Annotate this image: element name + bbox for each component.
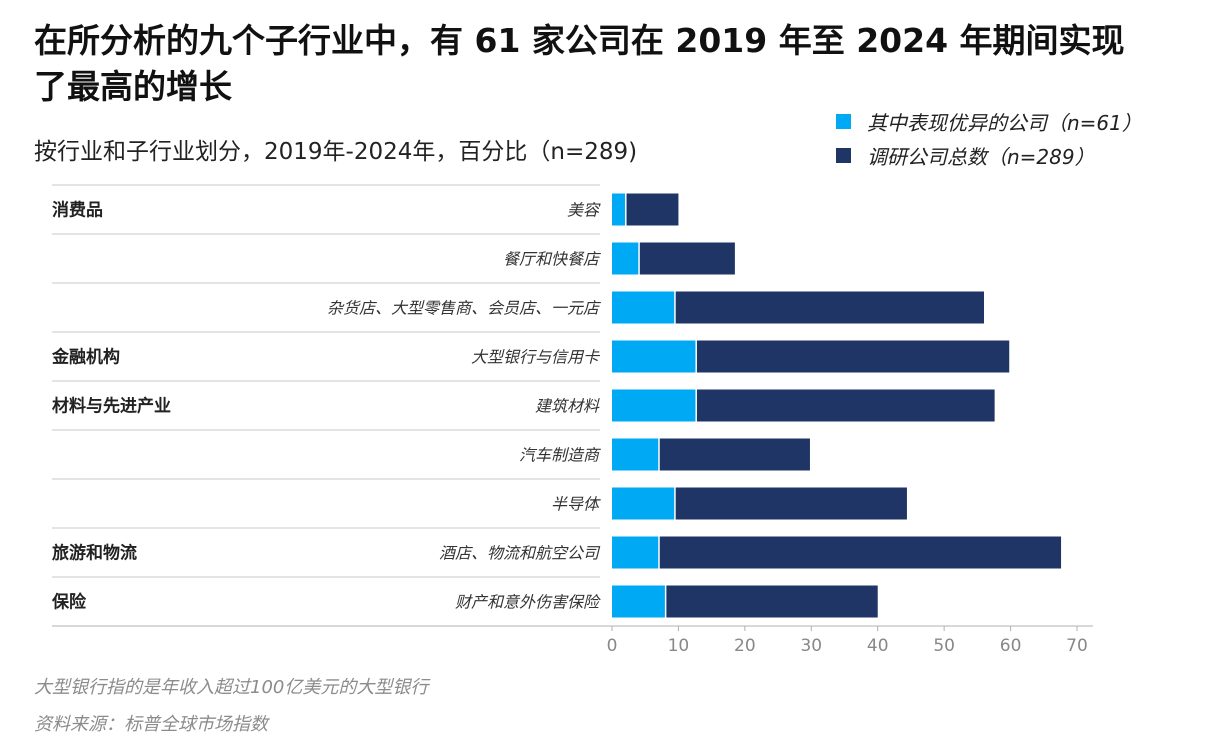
x-tick-label: 40 [867, 636, 889, 656]
category-label: 杂货店、大型零售商、会员店、一元店 [327, 299, 601, 318]
category-label: 财产和意外伤害保险 [455, 593, 601, 612]
footnote-source: 资料来源：标普全球市场指数 [34, 714, 268, 735]
x-tick-label: 0 [607, 636, 618, 656]
sector-label: 旅游和物流 [52, 543, 137, 564]
legend: 其中表现优异的公司（n=61） 调研公司总数（n=289） [836, 104, 1142, 172]
chart-subtitle: 按行业和子行业划分，2019年-2024年，百分比（n=289) [34, 139, 638, 165]
x-tick-label: 50 [933, 636, 955, 656]
sector-label: 消费品 [52, 200, 103, 221]
bar-top-performers [612, 438, 659, 471]
bar-top-performers [612, 193, 626, 226]
bar-top-performers [612, 389, 696, 422]
category-label: 建筑材料 [535, 397, 600, 416]
bar-top-performers [612, 242, 639, 275]
x-tick-label: 30 [800, 636, 822, 656]
footnote-large-banks: 大型银行指的是年收入超过100亿美元的大型银行 [34, 677, 429, 698]
x-tick-label: 20 [734, 636, 756, 656]
x-tick-label: 10 [668, 636, 690, 656]
bar-top-performers [612, 536, 659, 569]
bar-top-performers [612, 487, 675, 520]
sector-label: 金融机构 [51, 347, 120, 368]
category-label: 汽车制造商 [519, 446, 601, 465]
legend-label-top-performers: 其中表现优异的公司（n=61） [867, 110, 1142, 135]
category-label: 大型银行与信用卡 [471, 348, 601, 367]
legend-swatch-top-performers [836, 113, 851, 129]
legend-swatch-total-surveyed [836, 147, 851, 163]
category-label: 餐厅和快餐店 [503, 250, 601, 269]
x-tick-label: 70 [1066, 636, 1088, 656]
legend-item-top-performers: 其中表现优异的公司（n=61） [836, 104, 1142, 138]
chart-title: 在所分析的九个子行业中，有 61 家公司在 2019 年至 2024 年期间实现… [34, 21, 1125, 106]
category-label: 美容 [567, 201, 601, 220]
legend-item-total-surveyed: 调研公司总数（n=289） [836, 138, 1142, 172]
bar-top-performers [612, 585, 666, 618]
sector-label: 保险 [51, 592, 87, 613]
category-label: 酒店、物流和航空公司 [439, 544, 601, 563]
sector-label: 材料与先进产业 [52, 396, 171, 417]
bar-top-performers [612, 340, 696, 373]
bar-top-performers [612, 291, 675, 324]
bar-total [612, 536, 1062, 569]
x-tick-label: 60 [1000, 636, 1022, 656]
legend-label-total-surveyed: 调研公司总数（n=289） [867, 144, 1095, 169]
category-label: 半导体 [551, 495, 601, 514]
